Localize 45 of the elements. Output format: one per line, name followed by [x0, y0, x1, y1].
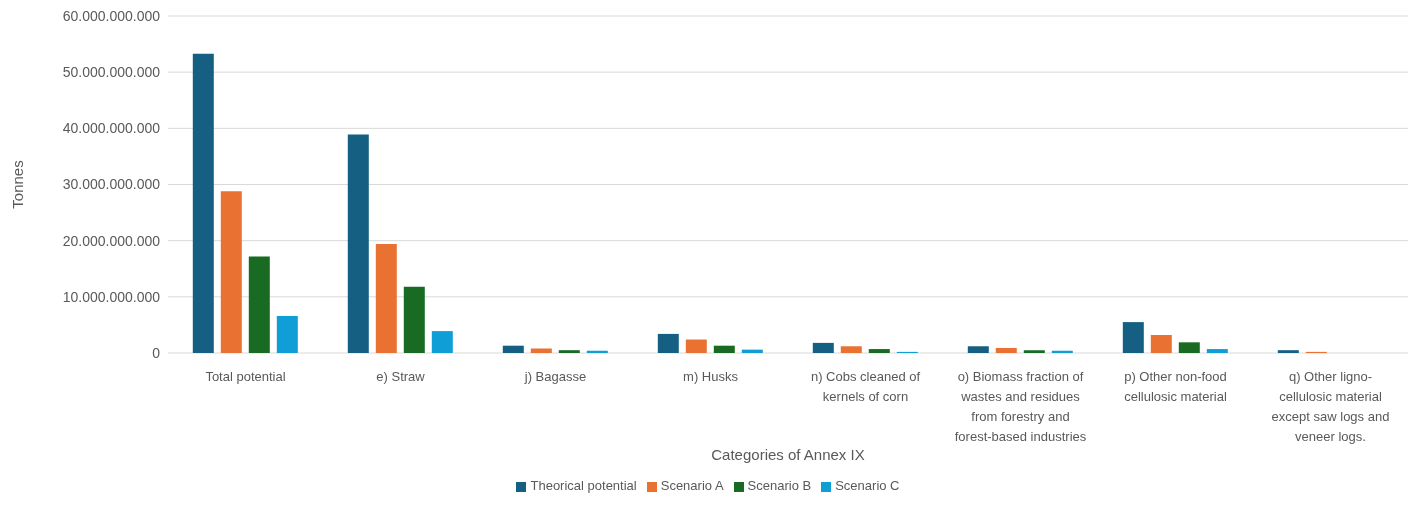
- x-tick-label: j) Bagasse: [523, 369, 587, 384]
- legend-label: Theorical potential: [530, 478, 637, 493]
- x-tick-label: e) Straw: [376, 369, 426, 384]
- y-tick-label: 40.000.000.000: [62, 120, 161, 137]
- x-tick-label: q) Other ligno-cellulosic material except saw logs and veneer logs.: [1271, 369, 1390, 444]
- bar: [1206, 349, 1228, 353]
- x-tick-label: n) Cobs cleaned of kernels of corn: [810, 369, 921, 404]
- x-tick-label: Total potential: [205, 369, 286, 384]
- legend-label: Scenario A: [660, 478, 724, 493]
- bar: [220, 191, 242, 353]
- bar: [375, 244, 397, 353]
- y-tick-label: 60.000.000.000: [62, 7, 161, 24]
- bar: [840, 346, 862, 353]
- legend-label: Scenario B: [747, 478, 812, 493]
- bar: [995, 347, 1017, 353]
- bar: [431, 331, 453, 353]
- bar: [812, 342, 834, 353]
- y-tick-label: 20.000.000.000: [62, 232, 161, 249]
- bar: [713, 345, 735, 353]
- bar: [248, 256, 270, 353]
- y-tick-label: 10.000.000.000: [62, 288, 161, 305]
- x-tick-label: p) Other non-food cellulosic material: [1124, 369, 1227, 404]
- y-axis-title: Tonnes: [9, 160, 27, 209]
- bar: [1122, 322, 1144, 353]
- y-tick-label: 30.000.000.000: [62, 176, 161, 193]
- bar: [1150, 335, 1172, 353]
- bar: [558, 350, 580, 353]
- bar: [1178, 342, 1200, 353]
- bar: [967, 346, 989, 353]
- bar: [276, 315, 298, 353]
- x-tick-label: m) Husks: [683, 369, 739, 384]
- bar: [502, 345, 524, 353]
- x-tick-label: o) Biomass fraction of wastes and residues from forestry and forest-based industries: [954, 369, 1087, 444]
- bar: [347, 134, 369, 353]
- bar: [657, 333, 679, 353]
- bar: [403, 286, 425, 353]
- y-tick-label: 0: [152, 344, 161, 361]
- x-axis-title: Categories of Annex IX: [711, 446, 865, 463]
- bar: [1277, 350, 1299, 353]
- bar: [685, 339, 707, 353]
- y-tick-label: 50.000.000.000: [62, 64, 161, 81]
- bar: [1023, 350, 1045, 353]
- legend-label: Scenario C: [835, 478, 900, 493]
- bar: [192, 53, 214, 353]
- bar: [868, 349, 890, 353]
